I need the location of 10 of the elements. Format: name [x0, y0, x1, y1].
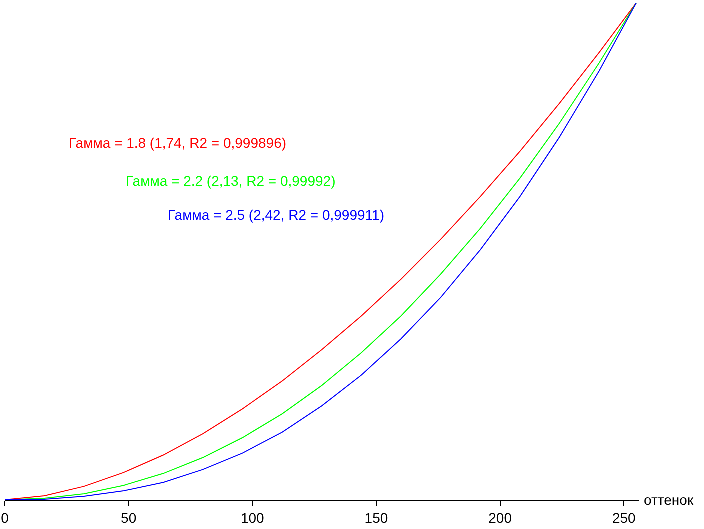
- x-tick-label: 150: [364, 510, 388, 526]
- text: Гамма = 1.8 (1,74, R2 = 0,999896): [69, 135, 287, 151]
- text: Гамма = 2.5 (2,42, R2 = 0,999911): [168, 207, 384, 223]
- x-tick-label: 250: [612, 510, 636, 526]
- x-tick-label: 100: [240, 510, 265, 526]
- x-tick-label: 0: [1, 510, 10, 526]
- x-tick-label: 200: [488, 510, 512, 526]
- text: Гамма = 2.2 (2,13, R2 = 0,99992): [126, 173, 336, 189]
- x-tick-label: 50: [121, 510, 137, 526]
- x-axis-title: оттенок: [644, 492, 694, 508]
